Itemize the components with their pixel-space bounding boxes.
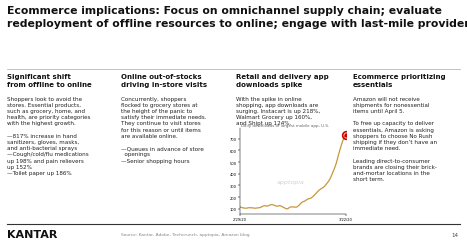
Text: Concurrently, shoppers
flocked to grocery stores at
the height of the panic to
s: Concurrently, shoppers flocked to grocer… bbox=[121, 96, 207, 163]
Text: Amazon will not receive
shipments for nonessential
items until April 5.

To free: Amazon will not receive shipments for no… bbox=[353, 96, 437, 182]
Text: Source: Kantar, Adobe, Techcrunch, apptopia, Amazon blog: Source: Kantar, Adobe, Techcrunch, appto… bbox=[121, 232, 250, 236]
Text: 14: 14 bbox=[452, 232, 459, 237]
Text: Ecommerce implications: Focus on omnichannel supply chain; evaluate
redeployment: Ecommerce implications: Focus on omnicha… bbox=[7, 6, 467, 29]
Text: With the spike in online
shopping, app downloads are
surging. Instacart is up 21: With the spike in online shopping, app d… bbox=[236, 96, 320, 126]
Text: Retail and delivery app
downloads spike: Retail and delivery app downloads spike bbox=[236, 74, 329, 88]
Text: Significant shift
from offline to online: Significant shift from offline to online bbox=[7, 74, 92, 88]
Text: Ecommerce prioritizing
essentials: Ecommerce prioritizing essentials bbox=[353, 74, 445, 88]
Text: Daily downloads of largest mobile app, U.S.: Daily downloads of largest mobile app, U… bbox=[241, 124, 329, 128]
Text: Online out-of-stocks
driving in-store visits: Online out-of-stocks driving in-store vi… bbox=[121, 74, 207, 88]
Text: Shoppers look to avoid the
stores. Essential products,
such as grocery, home, an: Shoppers look to avoid the stores. Essen… bbox=[7, 96, 91, 175]
Text: KANTAR: KANTAR bbox=[7, 229, 57, 239]
Text: apptopia: apptopia bbox=[277, 179, 304, 184]
